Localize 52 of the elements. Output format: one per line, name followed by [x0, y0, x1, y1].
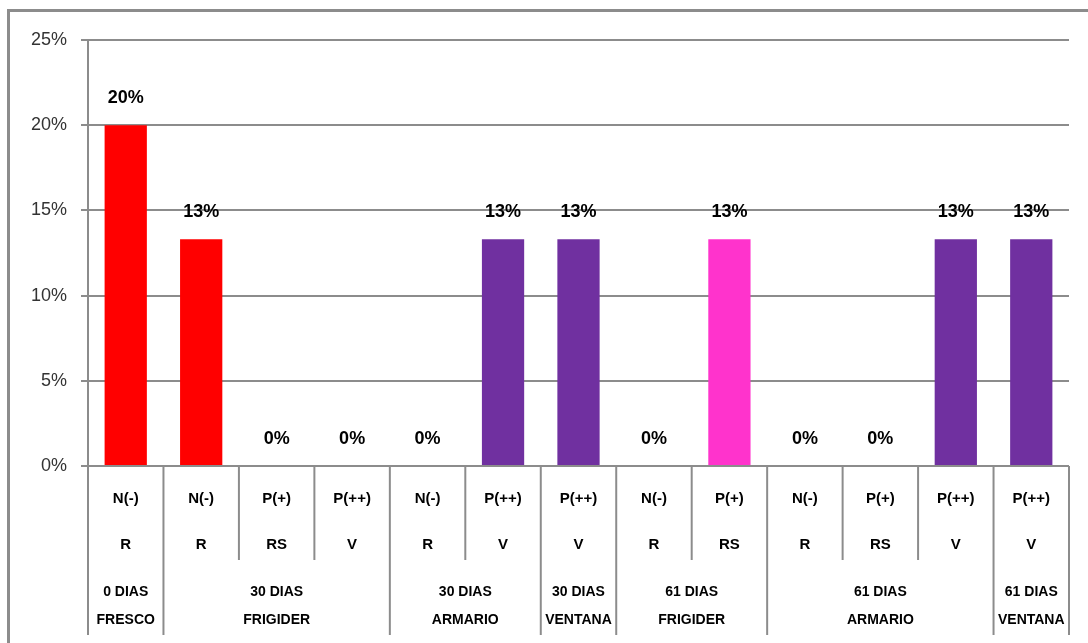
category-label: N(-): [112, 489, 139, 507]
y-tick-label: 0%: [40, 454, 67, 475]
category-label: RS: [719, 535, 740, 553]
category-label: N(-): [641, 489, 667, 507]
y-tick-label: 15%: [30, 199, 67, 220]
category-label: 30 DIAS VENTANA: [545, 582, 612, 627]
category-label: P(++): [333, 489, 371, 507]
category-label: 61 DIAS FRIGIDER: [658, 582, 726, 627]
category-label: R: [195, 535, 207, 553]
category-label: R: [648, 535, 660, 553]
category-label: P(+): [865, 489, 895, 507]
category-label: V: [573, 535, 584, 553]
category-label: P(++): [1012, 489, 1051, 507]
category-label: 0 DIAS FRESCO: [96, 582, 155, 627]
data-label: 0%: [263, 427, 290, 448]
category-label: RS: [869, 535, 891, 553]
data-label: 13%: [711, 201, 748, 222]
data-label: 13%: [937, 201, 974, 222]
category-label: 61 DIAS VENTANA: [997, 582, 1065, 627]
category-label: 30 DIAS FRIGIDER: [243, 582, 311, 627]
y-tick-label: 5%: [40, 369, 67, 390]
data-label: 0%: [867, 427, 894, 448]
y-tick-label: 20%: [30, 114, 67, 135]
data-label: 0%: [339, 427, 366, 448]
category-label: V: [1026, 535, 1037, 553]
category-label: N(-): [188, 489, 215, 507]
category-label: P(++): [559, 489, 598, 507]
category-label: V: [498, 535, 509, 553]
category-label: P(+): [262, 489, 292, 507]
category-label: V: [950, 535, 961, 553]
category-label: N(-): [414, 489, 441, 507]
y-tick-label: 10%: [30, 284, 67, 305]
category-label: P(++): [937, 489, 975, 507]
data-label: 20%: [107, 87, 144, 108]
category-label: V: [347, 535, 358, 553]
category-label: N(-): [791, 489, 818, 507]
category-label: RS: [266, 535, 288, 553]
category-label: 30 DIAS ARMARIO: [431, 582, 499, 627]
data-label: 13%: [183, 201, 220, 222]
category-label: R: [120, 535, 132, 553]
data-label: 0%: [414, 427, 441, 448]
category-label: 61 DIAS ARMARIO: [846, 582, 914, 627]
data-label: 13%: [1013, 201, 1050, 222]
data-label: 13%: [560, 201, 597, 222]
category-label: R: [422, 535, 433, 553]
y-tick-label: 25%: [30, 28, 67, 49]
category-label: R: [799, 535, 811, 553]
data-label: 13%: [485, 201, 522, 222]
category-label: P(+): [715, 489, 744, 507]
data-label: 0%: [640, 427, 667, 448]
category-label: P(++): [484, 489, 522, 507]
data-label: 0%: [791, 427, 818, 448]
